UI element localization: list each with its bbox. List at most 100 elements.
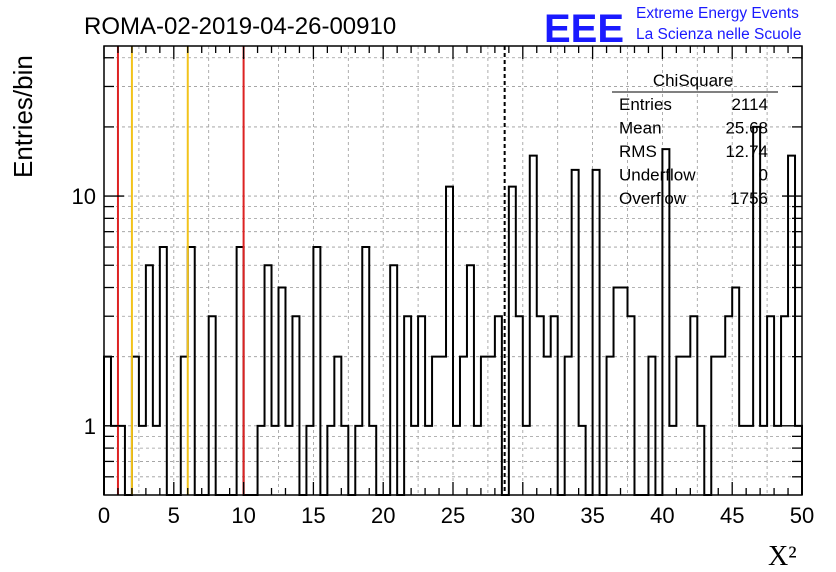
histogram-bin bbox=[355, 426, 362, 495]
logo-mark: EEE bbox=[544, 7, 624, 51]
histogram-bin bbox=[732, 288, 739, 495]
x-tick-label: 30 bbox=[511, 503, 535, 528]
histogram-bin bbox=[467, 265, 474, 495]
histogram-bin bbox=[523, 426, 530, 495]
x-tick-label: 25 bbox=[441, 503, 465, 528]
histogram-bin bbox=[258, 426, 265, 495]
histogram-bin bbox=[334, 357, 341, 495]
x-axis-label: X² bbox=[768, 541, 797, 572]
histogram-bin bbox=[265, 265, 272, 495]
histogram-bin bbox=[607, 357, 614, 495]
histogram-bin bbox=[718, 357, 725, 495]
stats-box: ChiSquare Entries 2114 Mean 25.68 RMS 12.74 Un… bbox=[612, 71, 778, 208]
histogram-bin bbox=[390, 265, 397, 495]
histogram-bin bbox=[313, 247, 320, 495]
x-tick-label: 35 bbox=[580, 503, 604, 528]
stats-value: 2114 bbox=[731, 95, 768, 114]
histogram-bin bbox=[153, 426, 160, 495]
stats-label: Entries bbox=[619, 95, 672, 114]
histogram-bin bbox=[516, 316, 523, 495]
histogram-bin bbox=[746, 426, 753, 495]
x-tick-label: 40 bbox=[650, 503, 674, 528]
y-axis-label: Entries/bin bbox=[8, 55, 38, 178]
histogram-bin bbox=[495, 316, 502, 495]
histogram-bin bbox=[725, 316, 732, 495]
x-tick-label: 50 bbox=[790, 503, 814, 528]
histogram-bin bbox=[683, 357, 690, 495]
stats-value: 1756 bbox=[730, 189, 768, 208]
histogram-bin bbox=[418, 316, 425, 495]
histogram-bin bbox=[118, 426, 125, 495]
stats-value: 0 bbox=[759, 166, 768, 185]
x-tick-label: 10 bbox=[231, 503, 255, 528]
x-tick-label: 5 bbox=[168, 503, 180, 528]
histogram-bin bbox=[774, 426, 781, 495]
histogram-bin bbox=[621, 288, 628, 495]
histogram-bin bbox=[272, 426, 279, 495]
histogram-bin bbox=[139, 426, 146, 495]
histogram-bin bbox=[279, 288, 286, 495]
histogram-bin bbox=[209, 316, 216, 495]
x-tick-label: 15 bbox=[301, 503, 325, 528]
histogram-bin bbox=[711, 357, 718, 495]
histogram-bin bbox=[572, 170, 579, 495]
histogram-bin bbox=[474, 426, 481, 495]
x-tick-label: 0 bbox=[98, 503, 110, 528]
histogram-bin bbox=[439, 357, 446, 495]
stats-label: Underflow bbox=[619, 166, 696, 185]
histogram-bin bbox=[432, 357, 439, 495]
histogram-bin bbox=[697, 426, 704, 495]
histogram-bin bbox=[676, 357, 683, 495]
stats-title: ChiSquare bbox=[653, 71, 733, 90]
stats-value: 12.74 bbox=[725, 142, 768, 161]
histogram-bin bbox=[369, 426, 376, 495]
histogram-bin bbox=[767, 316, 774, 495]
histogram-bin bbox=[446, 187, 453, 495]
histogram-bin bbox=[181, 357, 188, 495]
histogram-bin bbox=[404, 316, 411, 495]
x-tick-label: 20 bbox=[371, 503, 395, 528]
histogram-bin bbox=[739, 426, 746, 495]
logo-line2: La Scienza nelle Scuole bbox=[636, 26, 801, 43]
histogram-bin bbox=[411, 426, 418, 495]
histogram-bin bbox=[362, 247, 369, 495]
logo-line1: Extreme Energy Events bbox=[636, 5, 799, 22]
reference-lines bbox=[116, 46, 506, 495]
histogram-bin bbox=[237, 247, 244, 495]
y-tick-label: 1 bbox=[84, 414, 96, 439]
histogram-bin bbox=[188, 247, 195, 495]
histogram-bin bbox=[132, 357, 139, 495]
histogram-bin bbox=[669, 426, 676, 495]
histogram-bin bbox=[160, 247, 167, 495]
histogram-bin bbox=[460, 357, 467, 495]
stats-label: Overflow bbox=[619, 189, 687, 208]
histogram-bin bbox=[425, 426, 432, 495]
stats-label: Mean bbox=[619, 119, 662, 138]
stats-value: 25.68 bbox=[725, 119, 768, 138]
histogram-bin bbox=[690, 316, 697, 495]
histogram-bin bbox=[509, 187, 516, 495]
histogram-bin bbox=[544, 357, 551, 495]
histogram-bin bbox=[551, 316, 558, 495]
histogram-bin bbox=[537, 316, 544, 495]
histogram-bin bbox=[341, 426, 348, 495]
histogram-bin bbox=[146, 265, 153, 495]
histogram-bin bbox=[614, 288, 621, 495]
histogram-bin bbox=[488, 357, 495, 495]
histogram-bin bbox=[565, 357, 572, 495]
histogram-bin bbox=[327, 426, 334, 495]
axis-ticks: 0 5 10 15 20 25 30 35 40 45 50 1 10 bbox=[72, 46, 814, 528]
eee-logo: EEE Extreme Energy Events La Scienza nel… bbox=[544, 5, 801, 51]
histogram-bin bbox=[453, 426, 460, 495]
histogram-bin bbox=[306, 426, 313, 495]
histogram-bin bbox=[579, 426, 586, 495]
stats-label: RMS bbox=[619, 142, 657, 161]
histogram-bin bbox=[760, 426, 767, 495]
histogram-bin bbox=[648, 357, 655, 495]
histogram-bin bbox=[481, 357, 488, 495]
x-tick-label: 45 bbox=[720, 503, 744, 528]
histogram-bin bbox=[593, 170, 600, 495]
histogram-bin bbox=[530, 156, 537, 495]
histogram-bin bbox=[781, 316, 788, 495]
